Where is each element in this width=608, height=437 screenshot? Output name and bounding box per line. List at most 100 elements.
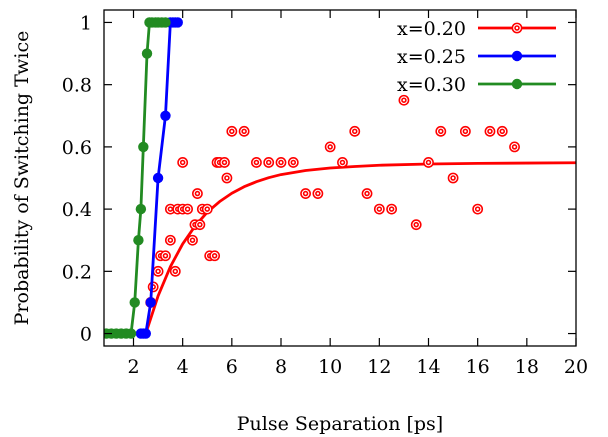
data-point-x-0-20-center (402, 99, 406, 102)
data-point-x-0-20-ring (196, 220, 204, 229)
data-point-x-0-20-ring (400, 96, 408, 105)
data-point-x-0-20-ring (240, 127, 248, 136)
data-point-x-0-20-ring (227, 127, 236, 136)
legend-marker-x-0-30 (511, 78, 523, 90)
data-point-x-0-20-center (181, 161, 184, 164)
data-point-x-0-20 (160, 250, 171, 262)
data-point-x-0-20 (187, 234, 198, 246)
data-point-x-0-20 (447, 172, 459, 184)
data-point-x-0-20 (182, 203, 193, 215)
data-point-x-0-20 (177, 157, 189, 168)
data-point-x-0-20-center (501, 130, 504, 133)
data-point-x-0-30 (160, 17, 171, 28)
data-point-x-0-25 (145, 297, 156, 308)
data-point-x-0-20-ring (154, 267, 162, 276)
data-point-x-0-25 (152, 172, 164, 184)
legend-label-x-0-25: x=0.25 (397, 46, 466, 68)
x-tick-label: 8 (275, 356, 287, 378)
data-point-x-0-20 (300, 188, 311, 199)
data-point-x-0-20-center (304, 192, 307, 195)
legend: x=0.20 x=0.25 x=0.30 (397, 18, 556, 96)
data-point-x-0-20 (373, 203, 385, 215)
data-point-x-0-20-ring (486, 127, 494, 136)
data-point-x-0-20-ring (289, 158, 298, 167)
data-point-x-0-20-center (156, 270, 160, 273)
ticks-layer: 2 4 6 8 10 12 14 16 18 20 0 0.2 0.4 0.6 0.8 1 (62, 10, 588, 378)
series-x-0-25 (135, 17, 183, 339)
data-point-x-0-20 (337, 157, 348, 168)
data-point-x-0-20 (226, 125, 238, 137)
data-point-x-0-20-center (390, 207, 393, 211)
x-tick-label: 2 (127, 356, 139, 378)
legend-marker-x-0-20 (511, 22, 523, 34)
data-point-x-0-20 (209, 250, 221, 262)
data-point-x-0-20-ring (171, 267, 180, 276)
data-point-x-0-20-ring (424, 158, 433, 167)
data-point-x-0-20-ring (161, 251, 170, 260)
x-tick-label: 12 (367, 356, 391, 378)
x-tick-label: 14 (416, 356, 440, 378)
data-point-x-0-20-center (267, 161, 270, 164)
data-point-x-0-20 (275, 157, 287, 168)
data-point-x-0-20 (349, 125, 361, 137)
data-point-x-0-20 (251, 157, 262, 168)
data-point-x-0-20-center (174, 270, 177, 273)
data-point-x-0-20-center (451, 176, 455, 180)
data-point-x-0-20-center (341, 161, 344, 164)
data-point-x-0-20-ring (498, 127, 507, 136)
y-tick-label: 0.6 (62, 137, 92, 159)
y-tick-label: 0.4 (62, 199, 92, 221)
data-point-x-0-30 (138, 141, 149, 153)
data-point-x-0-20 (201, 203, 213, 215)
fit-line-x-0-20 (144, 161, 576, 334)
data-point-x-0-25 (140, 328, 151, 339)
x-tick-label: 20 (564, 356, 588, 378)
data-point-x-0-20-center (223, 161, 226, 164)
data-point-x-0-20 (484, 125, 496, 137)
data-point-x-0-25 (160, 110, 171, 121)
data-point-x-0-20-center (191, 239, 194, 242)
data-point-x-0-20-ring (449, 174, 457, 182)
x-tick-label: 16 (466, 356, 490, 378)
data-point-x-0-20 (164, 234, 176, 246)
data-point-x-0-20-center (464, 130, 467, 133)
data-point-x-0-20-ring (203, 205, 212, 213)
data-point-x-0-20-center (225, 176, 229, 180)
data-point-x-0-30 (135, 203, 147, 215)
data-point-x-0-25 (172, 17, 183, 28)
data-point-x-0-20 (386, 203, 398, 215)
legend-label-x-0-20: x=0.20 (397, 18, 466, 40)
data-point-x-0-20-center (213, 254, 216, 257)
data-point-x-0-20-ring (210, 251, 219, 260)
data-point-x-0-20-ring (510, 143, 519, 151)
data-point-x-0-20-ring (193, 189, 202, 198)
data-point-x-0-20 (472, 203, 484, 215)
data-point-x-0-20 (221, 172, 233, 184)
series-x-0-20 (144, 94, 576, 334)
data-point-x-0-20-ring (301, 189, 310, 198)
data-point-x-0-30 (129, 297, 140, 308)
data-point-x-0-20-center (206, 207, 209, 211)
data-point-x-0-20 (398, 94, 410, 106)
data-point-x-0-20 (287, 157, 299, 168)
data-point-x-0-20-ring (461, 127, 470, 136)
data-point-x-0-30 (125, 328, 137, 339)
data-point-x-0-30 (133, 235, 144, 246)
data-point-x-0-20 (312, 188, 324, 199)
data-point-x-0-20-center (415, 223, 418, 226)
data-point-x-0-20-center (255, 161, 258, 164)
data-point-x-0-20-ring (314, 189, 322, 198)
data-point-x-0-20-ring (350, 127, 359, 136)
data-point-x-0-20-ring (277, 158, 285, 167)
data-point-x-0-20-ring (223, 174, 231, 182)
x-tick-label: 18 (515, 356, 539, 378)
data-point-x-0-20-center (427, 161, 430, 164)
data-point-x-0-20 (435, 125, 447, 137)
data-point-x-0-20-ring (188, 236, 197, 245)
data-point-x-0-20 (410, 219, 422, 231)
data-point-x-0-20-ring (178, 158, 187, 167)
data-layer (104, 17, 576, 339)
plot-frame (103, 9, 577, 347)
data-point-x-0-30 (141, 48, 153, 59)
data-point-x-0-20 (238, 125, 250, 137)
